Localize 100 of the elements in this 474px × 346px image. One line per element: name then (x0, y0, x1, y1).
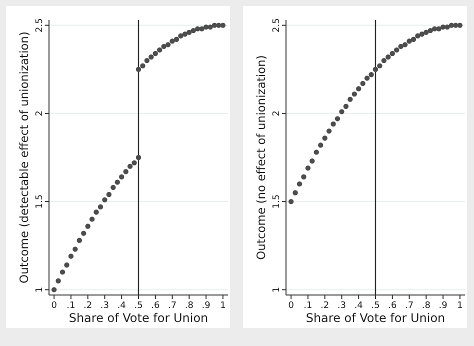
point (140, 63, 146, 68)
point (136, 154, 142, 160)
x-tick-label: .6 (151, 301, 160, 311)
point (419, 32, 425, 37)
point (415, 33, 420, 38)
point (292, 190, 298, 196)
point (288, 198, 294, 204)
point (314, 150, 319, 155)
point (161, 44, 166, 50)
point (334, 116, 340, 122)
point (208, 24, 213, 30)
point (305, 165, 311, 171)
point (424, 30, 429, 35)
point (348, 96, 353, 102)
point (114, 180, 120, 185)
point (148, 54, 154, 60)
point (390, 50, 395, 56)
point (428, 28, 433, 34)
point (72, 246, 78, 252)
point (330, 121, 336, 127)
point (119, 174, 124, 180)
point (98, 204, 104, 210)
point (165, 42, 171, 48)
point (432, 26, 438, 32)
point (85, 224, 90, 229)
x-tick-label: .4 (117, 301, 126, 311)
point (76, 238, 82, 243)
y-tick-label: 2 (272, 110, 282, 116)
x-tick-label: .7 (404, 301, 414, 311)
point (377, 63, 382, 68)
point (326, 128, 332, 134)
point (152, 50, 158, 56)
x-tick-label: 0 (288, 301, 294, 311)
point (436, 26, 442, 32)
point (457, 22, 463, 28)
y-tick-label: 1 (272, 286, 282, 293)
x-tick-label: 1 (220, 301, 226, 311)
x-axis-title: Share of Vote for Union (306, 311, 446, 325)
point (60, 269, 66, 275)
point (110, 184, 116, 190)
x-tick-label: .8 (184, 301, 194, 311)
x-tick-label: .2 (320, 301, 330, 311)
point (372, 66, 378, 72)
x-tick-label: .9 (438, 301, 448, 311)
x-tick-label: .5 (134, 301, 143, 311)
point (318, 142, 324, 148)
point (356, 86, 362, 92)
point (170, 38, 175, 44)
y-tick-label: 1.5 (35, 194, 45, 209)
y-axis-title: Outcome (no effect of unionization) (254, 55, 268, 260)
y-tick-label: 2.5 (272, 18, 282, 32)
point (410, 36, 416, 42)
x-tick-label: .3 (100, 301, 110, 311)
point (398, 44, 404, 50)
point (402, 42, 408, 48)
point (381, 58, 387, 64)
point (406, 38, 412, 44)
point (102, 197, 108, 202)
x-tick-label: .1 (66, 301, 76, 311)
point (296, 181, 302, 187)
point (216, 22, 222, 28)
point (453, 22, 458, 28)
point (174, 36, 180, 42)
x-tick-label: .5 (371, 301, 380, 311)
point (56, 278, 61, 284)
point (106, 192, 112, 198)
point (81, 230, 86, 236)
y-tick-label: 1 (35, 286, 45, 293)
point (310, 158, 315, 164)
point (343, 104, 349, 109)
y-axis-title: Outcome (detectable effect of unionization) (17, 32, 31, 284)
point (199, 26, 204, 32)
x-tick-label: .7 (168, 301, 177, 311)
point (322, 136, 328, 141)
point (186, 30, 192, 35)
point (123, 169, 128, 174)
point (144, 58, 150, 64)
x-tick-label: .9 (202, 301, 211, 311)
y-tick-label: 2 (35, 110, 45, 116)
point (157, 47, 162, 53)
x-tick-label: .1 (304, 301, 312, 311)
point (352, 91, 357, 97)
point (68, 254, 74, 259)
point (360, 80, 366, 86)
y-tick-label: 2.5 (35, 18, 45, 32)
point (182, 32, 188, 37)
point (94, 210, 99, 215)
point (368, 72, 374, 78)
point (178, 33, 184, 38)
point (195, 26, 200, 32)
point (136, 66, 142, 72)
x-tick-label: .6 (388, 301, 397, 311)
x-tick-label: .8 (422, 301, 431, 311)
point (339, 109, 344, 114)
x-tick-label: .3 (337, 301, 346, 311)
point (444, 24, 450, 30)
point (127, 164, 133, 169)
x-tick-label: 1 (457, 301, 463, 311)
point (220, 22, 226, 28)
point (386, 54, 391, 60)
